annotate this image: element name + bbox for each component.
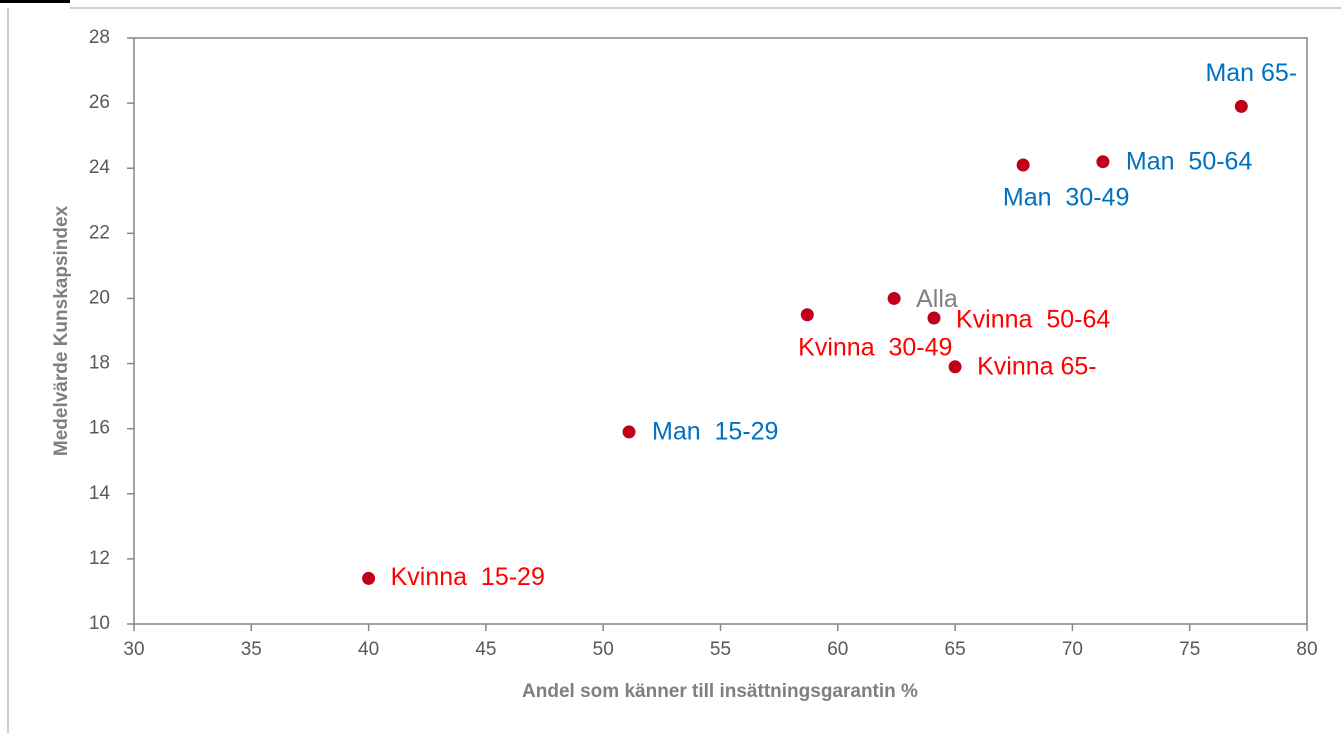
point-label: Kvinna 65- [977, 352, 1097, 380]
point [362, 571, 376, 585]
x-tick-label: 60 [827, 639, 848, 660]
x-tick-label: 80 [1296, 639, 1317, 660]
point [1016, 158, 1030, 172]
point-label: Kvinna 50-64 [956, 306, 1110, 334]
point-label: Man 65- [1205, 59, 1297, 87]
point [1234, 99, 1248, 113]
point [927, 311, 941, 325]
x-tick-label: 45 [475, 639, 496, 660]
point-label: Kvinna 15-29 [391, 563, 545, 591]
point [800, 308, 814, 322]
y-tick-label: 20 [89, 287, 110, 308]
point [948, 360, 962, 374]
y-tick-label: 10 [89, 613, 110, 634]
point-label: Man 15-29 [652, 418, 778, 446]
point [887, 291, 901, 305]
x-tick-label: 70 [1062, 639, 1083, 660]
y-tick-label: 22 [89, 222, 110, 243]
point-label: Alla [916, 285, 958, 313]
y-tick-label: 16 [89, 418, 110, 439]
x-tick-label: 65 [945, 639, 966, 660]
frame-accent [0, 0, 70, 3]
x-tick-label: 30 [123, 639, 144, 660]
point [622, 425, 636, 439]
y-tick-label: 18 [89, 353, 110, 374]
x-tick-label: 55 [710, 639, 731, 660]
x-tick-label: 40 [358, 639, 379, 660]
x-tick-label: 35 [241, 639, 262, 660]
y-axis-title: Medelvärde Kunskapsindex [51, 205, 72, 456]
y-tick-label: 26 [89, 92, 110, 113]
plot-area [133, 37, 1308, 625]
x-tick-label: 50 [593, 639, 614, 660]
point [1096, 155, 1110, 169]
y-tick-label: 12 [89, 548, 110, 569]
x-tick-label: 75 [1179, 639, 1200, 660]
point-label: Man 50-64 [1126, 147, 1253, 175]
y-tick-label: 28 [89, 27, 110, 48]
y-tick-label: 14 [89, 483, 111, 504]
y-tick-label: 24 [89, 157, 111, 178]
point-label: Man 30-49 [1003, 184, 1129, 212]
x-axis-title: Andel som känner till insättningsgaranti… [522, 681, 918, 702]
point-label: Kvinna 30-49 [798, 333, 952, 361]
